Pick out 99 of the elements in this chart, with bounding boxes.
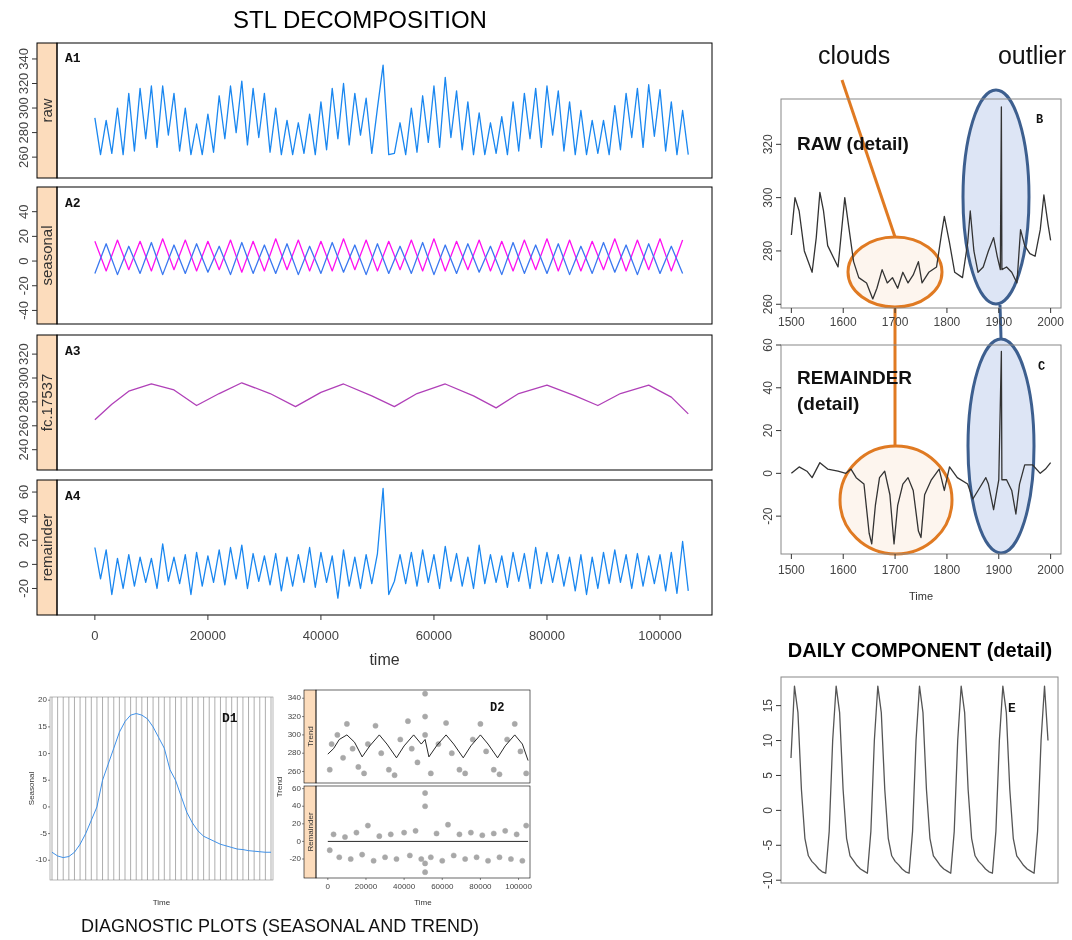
y-tick-label: 320	[287, 711, 302, 721]
x-tick-label: 0	[91, 628, 99, 643]
x-tick-label: 1600	[829, 563, 857, 577]
y-tick-label: 15	[38, 721, 48, 731]
x-tick-label: 40000	[392, 882, 416, 891]
x-tick-label: 1600	[829, 315, 857, 329]
y-tick-label: 240	[16, 438, 31, 461]
x-axis-title: time	[369, 651, 400, 668]
x-tick-label: 1800	[933, 563, 961, 577]
y-tick-label: -40	[16, 301, 31, 320]
y-tick-label: 0	[42, 802, 48, 812]
y-tick-label: 0	[296, 836, 302, 846]
y-tick-label: 340	[16, 48, 31, 70]
y-tick-label: 280	[287, 748, 302, 758]
y-tick-label: 40	[761, 380, 775, 395]
annotation: A1	[65, 51, 81, 66]
y-tick-label: -10	[761, 871, 775, 889]
x-tick-label: 60000	[415, 628, 453, 643]
x-tick-label: 2000	[1037, 315, 1065, 329]
y-tick-label: 0	[761, 806, 775, 814]
y-axis-title: Seasonal	[27, 771, 36, 806]
annotation: A3	[65, 344, 81, 359]
y-axis-title: remainder	[38, 513, 55, 582]
x-tick-label: 100000	[505, 882, 533, 891]
x-tick-label: 20000	[189, 628, 226, 643]
text: DIAGNOSTIC PLOTS (SEASONAL AND TREND)	[80, 916, 480, 936]
y-tick-label: 20	[761, 423, 775, 438]
y-tick-label: 280	[16, 121, 31, 144]
x-tick-label: 1900	[985, 563, 1013, 577]
y-tick-label: 20	[38, 695, 48, 705]
y-tick-label: 260	[287, 766, 302, 776]
chart-title: DAILY COMPONENT (detail)	[787, 639, 1053, 661]
y-tick-label: 260	[761, 293, 775, 315]
x-tick-label: 80000	[469, 882, 493, 891]
y-tick-label: -5	[39, 828, 48, 838]
y-tick-label: 5	[761, 771, 775, 779]
y-tick-label: 5	[42, 775, 48, 785]
x-axis-title: Time	[152, 898, 171, 907]
y-tick-label: -20	[16, 276, 31, 296]
y-tick-label: 15	[761, 698, 775, 713]
y-tick-label: 0	[16, 257, 31, 265]
y-tick-label: 40	[292, 801, 302, 811]
y-tick-label: 340	[287, 693, 302, 703]
text: clouds	[818, 41, 891, 69]
x-tick-label: 100000	[638, 628, 682, 643]
y-tick-label: 60	[16, 484, 31, 500]
y-axis-title: Remainder	[306, 812, 315, 852]
x-tick-label: 1700	[881, 563, 909, 577]
y-axis-title: raw	[38, 98, 55, 123]
y-tick-label: 280	[761, 240, 775, 261]
y-tick-label: 10	[761, 733, 775, 748]
y-tick-label: 260	[16, 146, 31, 168]
annotation: B	[1036, 113, 1044, 127]
y-tick-label: 300	[16, 367, 31, 389]
y-tick-label: 10	[38, 748, 48, 758]
y-tick-label: 20	[16, 229, 31, 244]
y-tick-label: 320	[16, 72, 31, 95]
y-tick-label: -20	[761, 507, 775, 525]
y-axis-title: fc.17537	[38, 373, 55, 432]
x-tick-label: 60000	[431, 882, 454, 891]
x-tick-label: 1800	[933, 315, 961, 329]
x-tick-label: 0	[325, 882, 331, 891]
chart-title: STL DECOMPOSITION	[233, 6, 487, 33]
y-tick-label: 260	[16, 414, 31, 437]
x-tick-label: 40000	[302, 628, 339, 643]
y-tick-label: 0	[761, 469, 775, 477]
y-tick-label: 280	[16, 391, 31, 413]
x-tick-label: 20000	[354, 882, 378, 891]
text: outlier	[997, 41, 1066, 69]
y-axis-title: seasonal	[38, 225, 55, 286]
text: Trend	[275, 776, 284, 798]
y-tick-label: 60	[761, 338, 775, 352]
y-tick-label: 60	[292, 783, 302, 793]
y-tick-label: -10	[35, 855, 48, 865]
y-axis-title: Trend	[306, 726, 315, 747]
annotation: C	[1038, 360, 1046, 374]
y-tick-label: 20	[292, 818, 302, 828]
x-axis-title: Time	[908, 590, 934, 602]
annotation: D1	[222, 711, 238, 726]
y-tick-label: 320	[761, 133, 775, 155]
y-tick-label: 300	[287, 730, 302, 740]
y-tick-label: -20	[289, 854, 302, 864]
y-tick-label: -20	[16, 579, 31, 598]
x-tick-label: 2000	[1037, 563, 1065, 577]
y-tick-label: -5	[761, 839, 775, 851]
x-tick-label: 80000	[528, 628, 566, 643]
y-tick-label: 40	[16, 508, 31, 524]
annotation: A2	[65, 196, 81, 211]
x-tick-label: 1500	[778, 315, 806, 329]
y-tick-label: 40	[16, 204, 31, 219]
annotation: E	[1008, 701, 1016, 716]
y-tick-label: 300	[761, 187, 775, 208]
annotation: D2	[490, 701, 505, 715]
annotation: A4	[65, 489, 81, 504]
y-tick-label: 300	[16, 97, 31, 119]
y-tick-label: 320	[16, 343, 31, 365]
x-tick-label: 1500	[778, 563, 806, 577]
y-tick-label: 20	[16, 533, 31, 548]
x-axis-title: Time	[414, 898, 433, 907]
